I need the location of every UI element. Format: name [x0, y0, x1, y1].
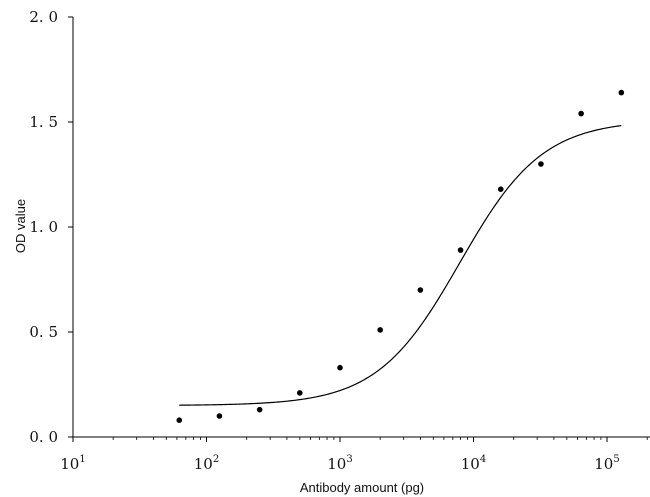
y-tick-label: 0. 0 [29, 428, 58, 446]
data-point [176, 417, 183, 424]
x-axis-title: Antibody amount (pg) [300, 480, 424, 495]
data-point [457, 247, 464, 253]
x-tick-label: 104 [461, 454, 486, 473]
data-points [176, 89, 625, 424]
data-point [618, 89, 625, 96]
data-point [417, 287, 424, 293]
data-point [538, 161, 544, 167]
y-tick-label: 1. 5 [29, 113, 58, 131]
data-point [497, 186, 504, 192]
x-tick-label: 101 [60, 454, 85, 473]
y-axis-title: OD value [13, 199, 28, 253]
x-ticks: 101 102 103 104 105 [60, 437, 648, 473]
data-point [216, 413, 223, 419]
y-tick-label: 2. 0 [29, 8, 58, 26]
x-tick-label: 103 [327, 454, 352, 473]
y-tick-label: 1. 0 [29, 218, 58, 236]
fit-curve [179, 124, 622, 406]
y-ticks: 0. 0 0. 5 1. 0 1. 5 2. 0 [29, 8, 73, 446]
data-point [297, 390, 303, 396]
data-point [256, 406, 263, 413]
data-point [377, 327, 383, 333]
y-tick-label: 0. 5 [29, 323, 58, 341]
x-tick-label: 102 [194, 454, 219, 473]
x-tick-label: 105 [594, 454, 619, 473]
data-point [578, 110, 584, 117]
data-point [337, 364, 343, 371]
